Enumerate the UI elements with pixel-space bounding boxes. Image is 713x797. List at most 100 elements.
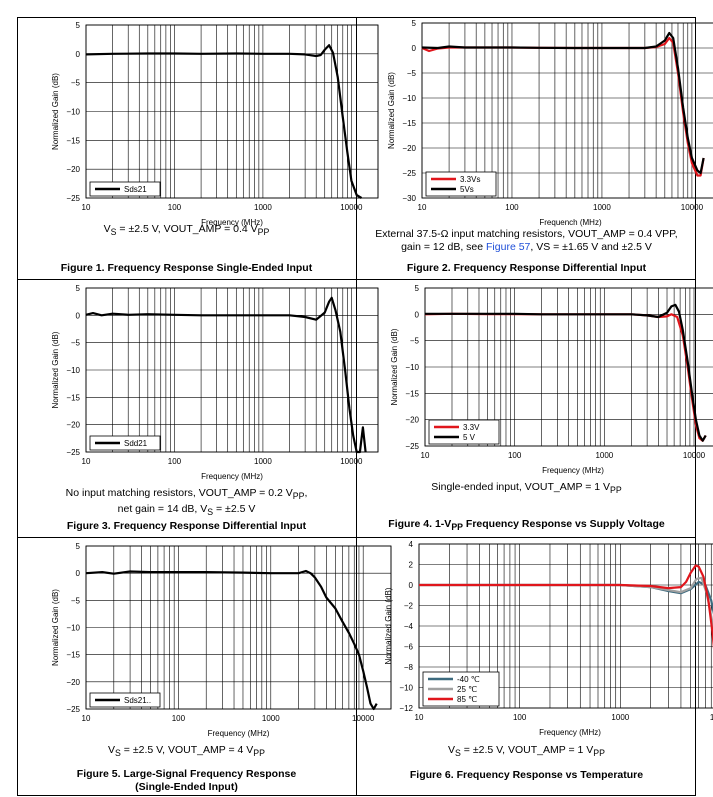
y-tick-label: −20 [66,165,80,174]
legend-label: Sds21.. [124,696,151,705]
y-tick-label: −20 [66,421,80,430]
y-tick-label: 2 [409,561,414,570]
x-axis-label: Frequency (MHz) [201,218,263,227]
legend-label: -40 ℃ [457,675,480,684]
x-tick-label: 10000 [683,451,706,460]
y-tick-label: −15 [66,136,80,145]
y-tick-label: −10 [402,94,416,103]
figure-3-condition: No input matching resistors, VOUT_AMP = … [65,487,308,518]
series-line [419,564,713,650]
y-tick-label: −30 [402,194,416,203]
y-tick-label: −10 [399,684,413,693]
figure-6-caption: Figure 6. Frequency Response vs Temperat… [409,769,644,781]
y-axis-label: Normalized Gain (dB) [387,72,396,149]
y-axis-label: Normalized Gain (dB) [384,587,393,664]
column-divider [356,17,357,796]
x-tick-label: 1000 [254,457,272,466]
y-tick-label: −25 [402,169,416,178]
x-tick-label: 1000 [595,451,613,460]
y-tick-label: 0 [76,311,81,320]
figure-1-cell: 5 0 −5 −10 −15 −20 −25 10 100 1000 10000 Frequency … [17,17,379,279]
y-tick-label: −15 [66,651,80,660]
series-line [85,44,363,199]
y-tick-label: −10 [405,363,419,372]
x-tick-label: 10 [82,457,91,466]
figure-4-condition: Single-ended input, VOUT_AMP = 1 VPP [431,481,622,496]
x-tick-label: 100 [508,451,522,460]
legend [89,181,161,197]
row-divider-1 [17,279,696,280]
series-line [421,31,705,175]
y-tick-label: 4 [409,540,414,549]
plot-area [418,543,713,709]
y-tick-label: −10 [66,108,80,117]
figure-4-caption: Figure 4. 1-VPP Frequency Response vs Su… [388,518,665,533]
x-tick-label: 10 [82,203,91,212]
x-tick-label: 10000 [710,713,713,722]
x-tick-label: 10 [421,451,430,460]
y-tick-label: −20 [66,678,80,687]
plot-area [85,287,379,453]
x-tick-label: 1000 [611,713,629,722]
x-axis-label: Frequency (MHz) [542,466,604,475]
legend-label: Sds21 [124,185,147,194]
x-tick-label: 100 [505,203,519,212]
y-axis-label: Normalized Gain (dB) [51,589,60,666]
figure-1-caption: Figure 1. Frequency Response Single-Ende… [60,262,313,274]
y-tick-label: 0 [76,50,81,59]
legend-label: Sdd21 [124,439,148,448]
x-tick-label: 10000 [340,203,363,212]
legend-label: 3.3V [463,423,480,432]
y-tick-label: −20 [402,144,416,153]
series-line [85,296,367,454]
y-tick-label: −25 [66,705,80,714]
x-axis-label: Frequency (MHz) [208,729,270,738]
x-tick-label: 10 [82,714,91,723]
y-axis-label: Normalized Gain (dB) [51,73,60,150]
y-tick-label: −25 [66,194,80,203]
plot-area [424,287,713,447]
y-axis-label: Normalized Gain (dB) [390,328,399,405]
x-tick-label: 100 [168,457,182,466]
y-tick-label: 5 [415,284,420,293]
figure-5-caption: Figure 5. Large-Signal Frequency Respons… [76,768,297,793]
x-tick-label: 100 [168,203,182,212]
y-tick-label: −15 [405,389,419,398]
y-tick-label: 5 [76,284,81,293]
y-tick-label: −25 [66,448,80,457]
y-tick-label: −15 [402,119,416,128]
y-tick-label: −5 [71,339,81,348]
x-axis-label: Frequency (MHz) [539,728,601,737]
figure-1-condition: VS = ±2.5 V, VOUT_AMP = 0.4 VPP [103,223,270,238]
series-line [85,569,378,711]
y-tick-label: −10 [66,366,80,375]
x-tick-label: 100 [172,714,186,723]
figure-3-caption: Figure 3. Frequency Response Differentia… [66,520,307,532]
x-tick-label: 1000 [262,714,280,723]
legend-label: 5 V [463,433,476,442]
figure-57-link[interactable]: Figure 57 [486,241,531,253]
series-line [419,576,713,634]
plot-area [421,22,713,199]
y-tick-label: −2 [404,602,414,611]
y-tick-label: −4 [404,622,414,631]
row-divider-2 [17,537,696,538]
figure-2-caption: Figure 2. Frequency Response Differentia… [406,262,647,274]
y-tick-label: −25 [405,442,419,451]
y-tick-label: −20 [405,416,419,425]
legend-label: 25 ℃ [457,685,477,694]
y-tick-label: −6 [404,643,414,652]
x-tick-label: 100 [513,713,527,722]
series-line [425,303,707,442]
y-tick-label: −10 [66,624,80,633]
legend-label: 5Vs [460,185,474,194]
legend [89,692,161,708]
figure-3-cell: 5 0 −5 −10 −15 −20 −25 10 100 1000 10000 Frequency … [17,280,379,537]
x-tick-label: 10000 [681,203,704,212]
legend-label: 3.3Vs [460,175,480,184]
y-tick-label: −5 [71,79,81,88]
x-tick-label: 10 [418,203,427,212]
